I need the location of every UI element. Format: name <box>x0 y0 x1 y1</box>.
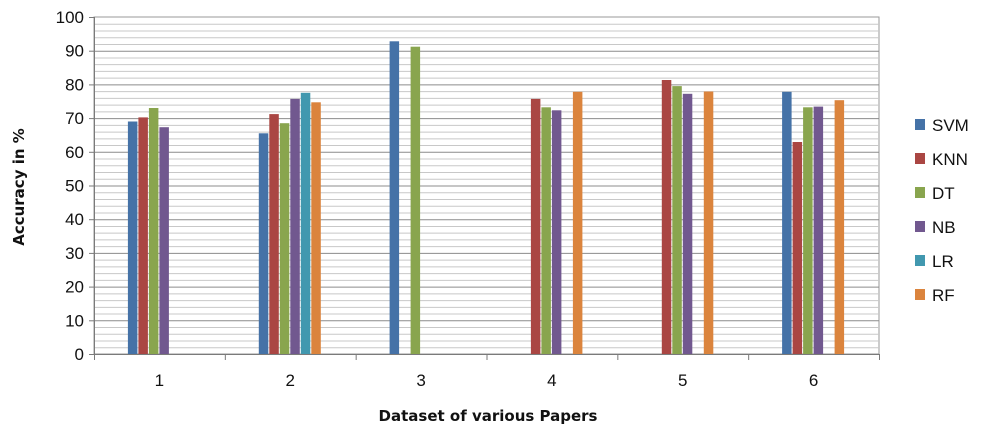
y-tick-labels: 0 10 20 30 40 50 60 70 80 90 100 <box>56 8 84 364</box>
bar-nb-2 <box>290 98 300 355</box>
bar-dt-6 <box>803 107 813 354</box>
bar-rf-2 <box>311 102 321 354</box>
bar-nb-6 <box>813 106 824 354</box>
legend-swatch-dt <box>915 187 925 198</box>
y-tick-label: 80 <box>65 75 84 94</box>
x-tick-label: 4 <box>547 371 556 390</box>
bar-rf-4 <box>572 91 583 355</box>
legend: SVM KNN DT NB LR RF <box>915 116 969 305</box>
y-tick-label: 60 <box>65 143 84 162</box>
bar-nb-4 <box>551 110 562 354</box>
x-tick-label: 6 <box>809 371 818 390</box>
legend-label-nb: NB <box>932 218 956 237</box>
x-tick-label: 1 <box>155 371 164 390</box>
bar-svm-1 <box>127 121 138 354</box>
legend-swatch-knn <box>915 153 925 164</box>
y-tick-label: 20 <box>65 278 84 297</box>
bar-dt-4 <box>541 107 551 354</box>
bar-knn-2 <box>269 114 279 354</box>
bar-svm-6 <box>782 91 792 355</box>
bar-lr-2 <box>300 92 311 355</box>
x-tick-label: 2 <box>286 371 295 390</box>
x-axis-title: Dataset of various Papers <box>379 407 598 425</box>
y-tick-label: 100 <box>56 8 84 27</box>
legend-swatch-svm <box>915 119 925 130</box>
y-tick-label: 90 <box>65 42 84 61</box>
bar-knn-1 <box>138 117 148 355</box>
x-tick-label: 3 <box>416 371 425 390</box>
legend-label-knn: KNN <box>932 150 968 169</box>
legend-swatch-nb <box>915 221 925 232</box>
bar-knn-4 <box>530 98 541 355</box>
y-tick-label: 50 <box>65 177 84 196</box>
axes <box>89 17 880 360</box>
legend-swatch-lr <box>915 255 925 266</box>
legend-swatch-rf <box>915 289 925 300</box>
legend-label-rf: RF <box>932 286 955 305</box>
y-tick-label: 30 <box>65 244 84 263</box>
bar-knn-6 <box>792 142 803 354</box>
bar-nb-5 <box>682 93 693 355</box>
bar-rf-5 <box>703 91 714 354</box>
bar-dt-5 <box>672 86 682 354</box>
y-tick-label: 10 <box>65 311 84 330</box>
bar-svm-2 <box>258 133 269 354</box>
legend-label-lr: LR <box>932 252 954 271</box>
legend-label-svm: SVM <box>932 116 969 135</box>
x-tick-label: 5 <box>678 371 687 390</box>
y-tick-label: 0 <box>75 345 84 364</box>
bar-knn-5 <box>661 80 672 354</box>
bar-svm-3 <box>389 41 400 355</box>
x-tick-labels: 1 2 3 4 5 6 <box>155 371 819 390</box>
legend-label-dt: DT <box>932 184 955 203</box>
grid-lines <box>93 16 880 355</box>
bar-rf-6 <box>834 100 845 354</box>
bar-dt-2 <box>279 123 290 354</box>
bar-dt-1 <box>148 108 159 354</box>
y-tick-label: 70 <box>65 109 84 128</box>
y-tick-label: 40 <box>65 210 84 229</box>
y-axis-title: Accuracy in % <box>10 128 28 246</box>
bar-dt-3 <box>410 46 421 354</box>
bars <box>127 41 845 355</box>
bar-nb-1 <box>159 127 169 354</box>
